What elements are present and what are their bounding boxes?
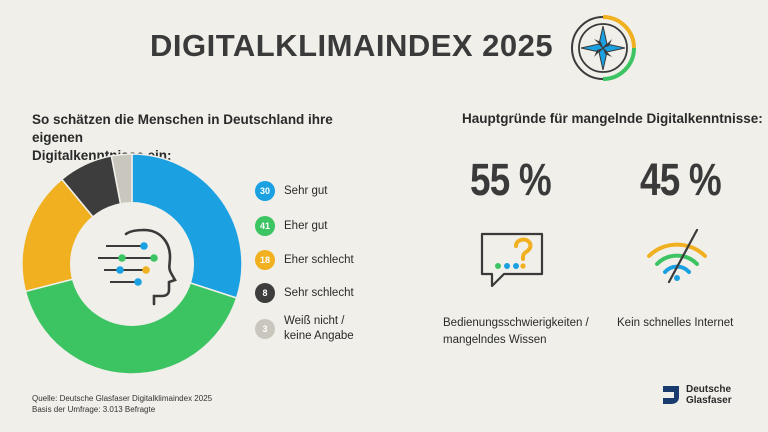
page-title: DIGITALKLIMAINDEX 2025	[150, 28, 554, 63]
speech-bubble-question-icon	[480, 232, 544, 288]
source-line2: Basis der Umfrage: 3.013 Befragte	[32, 405, 156, 414]
source-line1: Quelle: Deutsche Glasfaser Digitalklimai…	[32, 394, 213, 403]
digital-head-icon	[98, 228, 177, 306]
stat-value-usability: 55 %	[470, 154, 552, 205]
legend-label: Eher schlecht	[284, 253, 354, 266]
stat-label-internet: Kein schnelles Internet	[617, 317, 734, 329]
legend-item-sehr-gut: 30 Sehr gut	[255, 180, 327, 202]
legend-label: Sehr schlecht	[284, 286, 354, 299]
left-heading-line1: So schätzen die Menschen in Deutschland …	[32, 112, 333, 145]
wifi-off-icon	[647, 228, 707, 284]
source-note: Quelle: Deutsche Glasfaser Digitalklimai…	[32, 393, 212, 415]
deutsche-glasfaser-logo-icon	[663, 386, 679, 404]
legend-item-eher-gut: 41 Eher gut	[255, 215, 327, 237]
legend-badge: 30	[255, 181, 275, 201]
logo-line1: Deutsche	[686, 384, 732, 395]
legend-item-eher-schlecht: 18 Eher schlecht	[255, 249, 354, 271]
donut-chart	[21, 153, 243, 375]
legend-item-weiss-nicht: 3 Weiß nicht / keine Angabe	[255, 314, 354, 344]
compass-icon	[570, 15, 636, 81]
legend-label: Eher gut	[284, 219, 328, 232]
legend-badge: 8	[255, 283, 275, 303]
legend-label: Weiß nicht / keine Angabe	[284, 315, 354, 342]
legend-label: Sehr gut	[284, 184, 328, 197]
stat-label-usability: Bedienungsschwierigkeiten / mangelndes W…	[443, 317, 589, 346]
legend-item-sehr-schlecht: 8 Sehr schlecht	[255, 282, 354, 304]
logo-line2: Glasfaser	[686, 395, 732, 406]
deutsche-glasfaser-logo: Deutsche Glasfaser	[661, 384, 732, 406]
legend-badge: 41	[255, 216, 275, 236]
right-heading: Hauptgründe für mangelnde Digitalkenntni…	[462, 111, 763, 126]
legend-badge: 3	[255, 319, 275, 339]
legend-badge: 18	[255, 250, 275, 270]
donut-hole	[70, 202, 194, 326]
stat-value-internet: 45 %	[640, 154, 722, 205]
